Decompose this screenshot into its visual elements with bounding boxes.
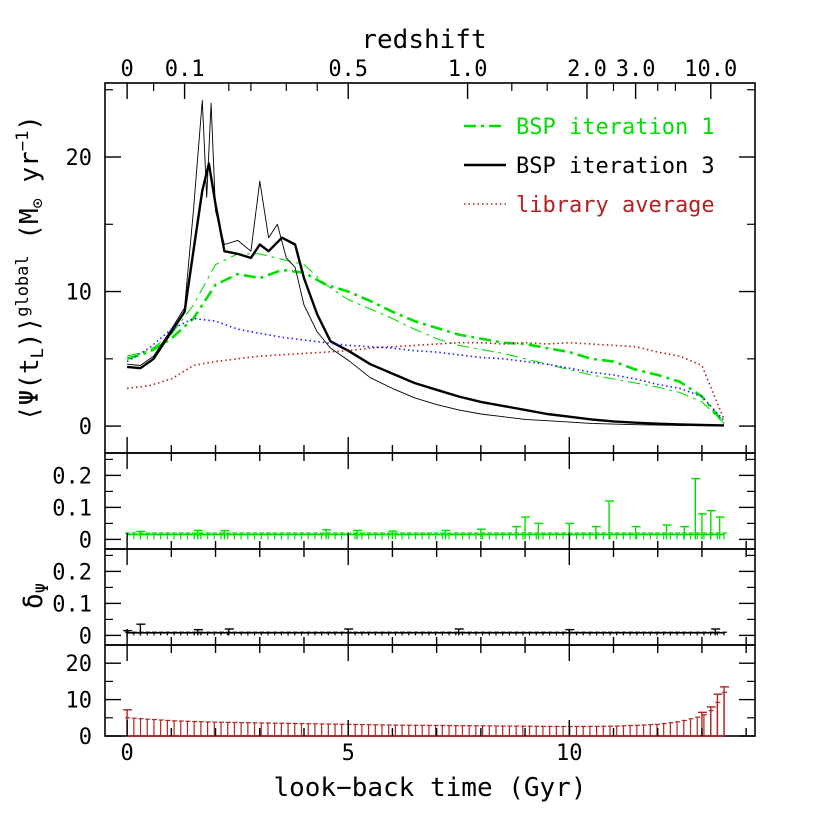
x-axis-ticks: 0 5 10 — [120, 437, 747, 766]
x-axis-title: look−back time (Gyr) — [273, 773, 586, 803]
series-line-0 — [126, 268, 726, 425]
delta-iteration-1-bars — [125, 477, 728, 540]
x-tick-label: 10 — [556, 741, 583, 766]
series-line-1 — [126, 253, 725, 424]
delta-library-panel: 0 10 20 — [66, 644, 756, 750]
y-tick-label: 20 — [66, 146, 93, 171]
delta-library-frame — [104, 644, 756, 737]
y-tick-label: 20 — [66, 652, 93, 677]
y-tick-label: 0.2 — [52, 464, 92, 489]
x-tick-label: 5 — [342, 741, 355, 766]
delta-iteration-1-y-ticks: 0 0.1 0.2 — [52, 458, 755, 553]
main-panel: 0 10 20 BSP iteration 1 BSP iteration 3 libr… — [13, 25, 756, 454]
top-tick-label: 10.0 — [684, 57, 737, 82]
main-y-axis-title: ⟨Ψ(tL)⟩global (M⊙ yr−1) — [13, 115, 48, 421]
y-tick-label: 0.1 — [52, 592, 92, 617]
y-tick-label: 0.1 — [52, 496, 92, 521]
legend-label: library average — [516, 193, 715, 218]
legend: BSP iteration 1 BSP iteration 3 library av… — [464, 115, 715, 218]
main-series — [126, 100, 726, 427]
top-tick-label: 0 — [120, 57, 133, 82]
delta-library-bars — [123, 686, 730, 737]
y-tick-label: 10 — [66, 689, 93, 714]
y-tick-label: 0 — [79, 725, 92, 750]
y-tick-label: 10 — [66, 281, 93, 306]
y-tick-label: 0 — [79, 528, 92, 553]
delta-y-axis-title: δΨ — [19, 583, 53, 609]
top-axis-title: redshift — [361, 25, 486, 55]
series-line-3 — [127, 100, 725, 427]
series-line-5 — [126, 317, 725, 422]
top-tick-label: 3.0 — [616, 57, 656, 82]
x-tick-label: 0 — [120, 741, 133, 766]
y-tick-label: 0.2 — [52, 560, 92, 585]
top-redshift-ticks: 0 0.1 0.5 1.0 2.0 3.0 10.0 — [120, 57, 737, 99]
delta-iteration-1-panel: 0 0.1 0.2 — [52, 452, 756, 553]
y-tick-label: 0 — [79, 415, 92, 440]
series-line-4 — [127, 341, 725, 420]
delta-iteration-3-bars — [123, 623, 728, 636]
main-y-ticks: 0 10 20 — [66, 89, 755, 440]
top-tick-label: 1.0 — [448, 57, 488, 82]
top-tick-label: 0.1 — [165, 57, 205, 82]
delta-iteration-3-frame — [104, 548, 756, 646]
top-tick-label: 2.0 — [567, 57, 607, 82]
legend-label: BSP iteration 1 — [516, 115, 715, 140]
delta-library-y-ticks: 0 10 20 — [66, 652, 755, 750]
top-tick-label: 0.5 — [328, 57, 368, 82]
delta-iteration-3-y-ticks: 0 0.1 0.2 — [52, 554, 755, 649]
delta-iteration-3-panel: 0 0.1 0.2 δΨ — [19, 548, 756, 649]
y-tick-label: 0 — [79, 624, 92, 649]
series-line-2 — [126, 162, 725, 427]
legend-label: BSP iteration 3 — [516, 154, 715, 179]
